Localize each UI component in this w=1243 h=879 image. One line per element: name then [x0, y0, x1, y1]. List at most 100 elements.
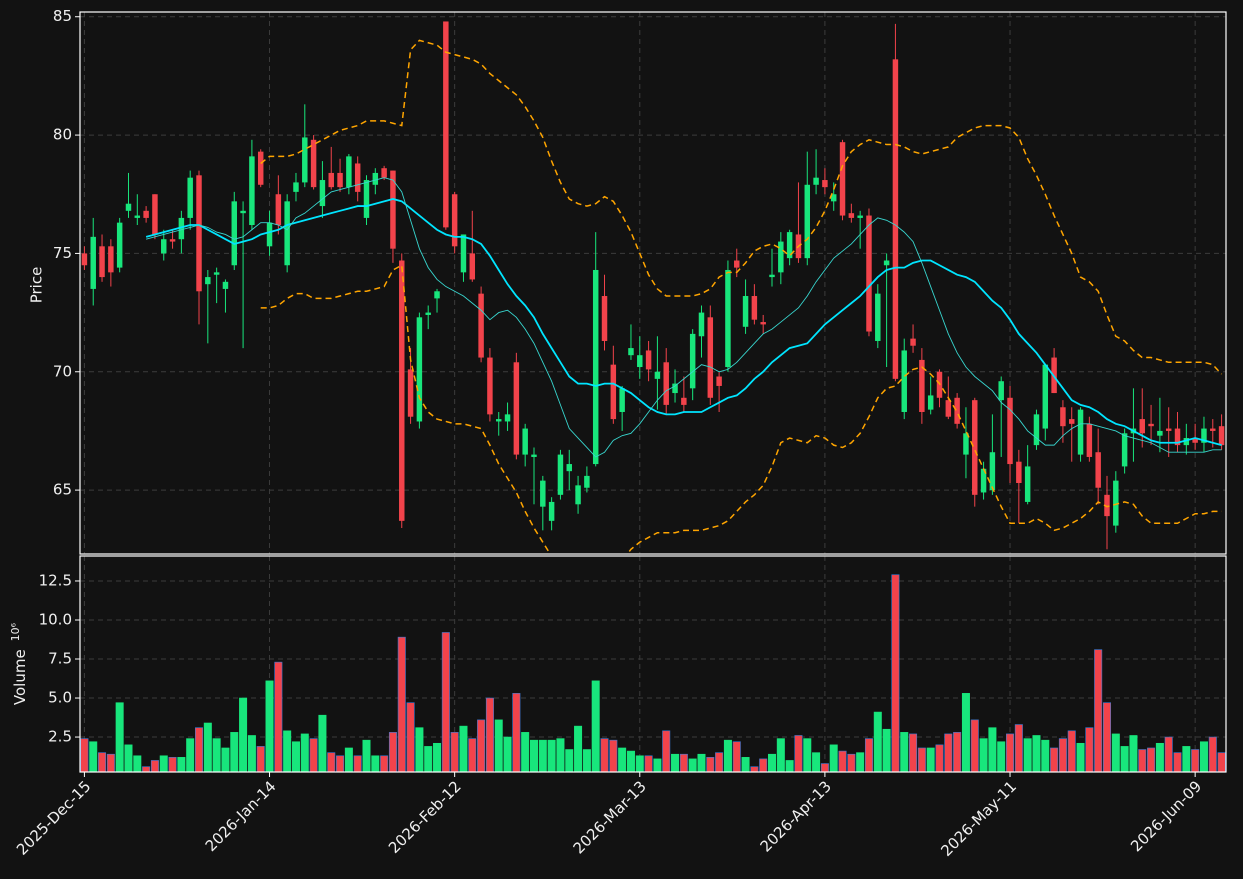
volume-bar — [803, 738, 812, 772]
volume-bar — [909, 733, 918, 772]
y-tick-label: 65 — [53, 481, 72, 499]
volume-bar — [221, 747, 230, 772]
candle-body — [592, 269, 599, 465]
volume-bar — [318, 714, 327, 772]
candle-body — [99, 246, 105, 278]
volume-bar — [1102, 702, 1111, 772]
volume-bar — [380, 755, 389, 772]
volume-bar — [1050, 747, 1059, 772]
volume-bar — [168, 757, 177, 772]
volume-bar — [864, 738, 873, 772]
candle-body — [161, 239, 167, 254]
volume-bar — [635, 755, 644, 772]
candle-body — [830, 194, 837, 202]
volume-bar — [644, 755, 653, 772]
candle-body — [742, 296, 749, 327]
candle-body — [681, 397, 687, 405]
volume-bar — [565, 749, 574, 772]
volume-bar — [618, 747, 627, 772]
indicator-line — [260, 39, 1223, 375]
volume-bar — [1155, 742, 1164, 772]
volume-bar — [838, 750, 847, 772]
candle-body — [637, 355, 643, 368]
volume-bar — [847, 753, 856, 772]
candle-body — [839, 142, 846, 216]
candle-body — [275, 194, 282, 226]
volume-bar — [353, 755, 362, 772]
volume-bar — [1173, 752, 1182, 772]
x-tick-label: 2025-Dec-15 — [13, 777, 94, 858]
volume-bar — [1208, 736, 1217, 772]
x-tick-label: 2026-Mar-13 — [570, 777, 650, 857]
candle-body — [707, 317, 714, 398]
volume-label: Volume — [11, 649, 29, 705]
candle-body — [125, 203, 132, 211]
candle-body — [407, 369, 414, 417]
candle-body — [1024, 466, 1031, 502]
candle-body — [196, 175, 202, 292]
candle-body — [310, 139, 317, 188]
candle-body — [372, 172, 379, 185]
volume-bar — [494, 719, 503, 772]
candle-body — [443, 21, 449, 228]
volume-bar — [829, 744, 838, 772]
candle-body — [169, 239, 176, 242]
volume-bar — [459, 725, 468, 772]
candle-body — [619, 388, 625, 412]
candle-body — [1033, 414, 1040, 446]
candle-body — [601, 296, 608, 341]
candle-body — [734, 260, 740, 268]
candle-body — [945, 400, 952, 417]
volume-bar — [750, 766, 759, 772]
y-tick-label: 85 — [53, 7, 72, 25]
x-tick-label: 2026-May-11 — [937, 777, 1020, 860]
volume-bar — [820, 763, 829, 772]
candle-body — [910, 338, 916, 346]
candle-body — [1068, 419, 1075, 424]
indicator-line — [260, 264, 1222, 554]
volume-bar — [1041, 739, 1050, 772]
candle-body — [751, 296, 758, 320]
volume-bar — [450, 732, 459, 772]
candle-body — [213, 272, 220, 275]
candle-body — [328, 172, 334, 188]
candle-body — [1121, 433, 1128, 467]
volume-bar — [1032, 735, 1041, 772]
volume-bar — [1164, 736, 1173, 772]
y-tick-label: 12.5 — [39, 571, 72, 589]
volume-bar — [935, 744, 944, 772]
volume-bar — [732, 741, 741, 772]
volume-bar — [626, 750, 635, 772]
candle-body — [610, 364, 617, 420]
candle-body — [848, 213, 855, 218]
candle-body — [399, 260, 405, 521]
candle-body — [460, 234, 467, 273]
candle-body — [337, 172, 343, 188]
volume-bar — [574, 725, 583, 772]
candle-body — [293, 182, 299, 192]
volume-bar — [433, 742, 442, 772]
volume-bar — [679, 753, 688, 772]
volume-bar — [291, 741, 300, 772]
volume-bar — [812, 752, 821, 772]
volume-bar — [177, 757, 186, 772]
volume-bar — [741, 757, 750, 772]
candle-body — [575, 485, 581, 505]
volume-bar — [591, 680, 600, 772]
candle-body — [548, 501, 555, 521]
volume-bar — [1014, 724, 1023, 772]
candle-body — [1157, 430, 1163, 436]
volume-bar — [785, 760, 794, 772]
volume-bar — [1094, 649, 1103, 772]
volume-bar — [1182, 746, 1191, 772]
candle-body — [522, 428, 528, 455]
candle-body — [257, 151, 264, 185]
volume-bar — [80, 738, 89, 772]
volume-bar — [309, 738, 318, 772]
volume-bar — [106, 753, 115, 772]
candle-body — [663, 362, 669, 405]
x-tick-label: 2026-Jun-09 — [1127, 777, 1205, 855]
candle-body — [346, 156, 352, 188]
volume-bar — [1199, 741, 1208, 772]
